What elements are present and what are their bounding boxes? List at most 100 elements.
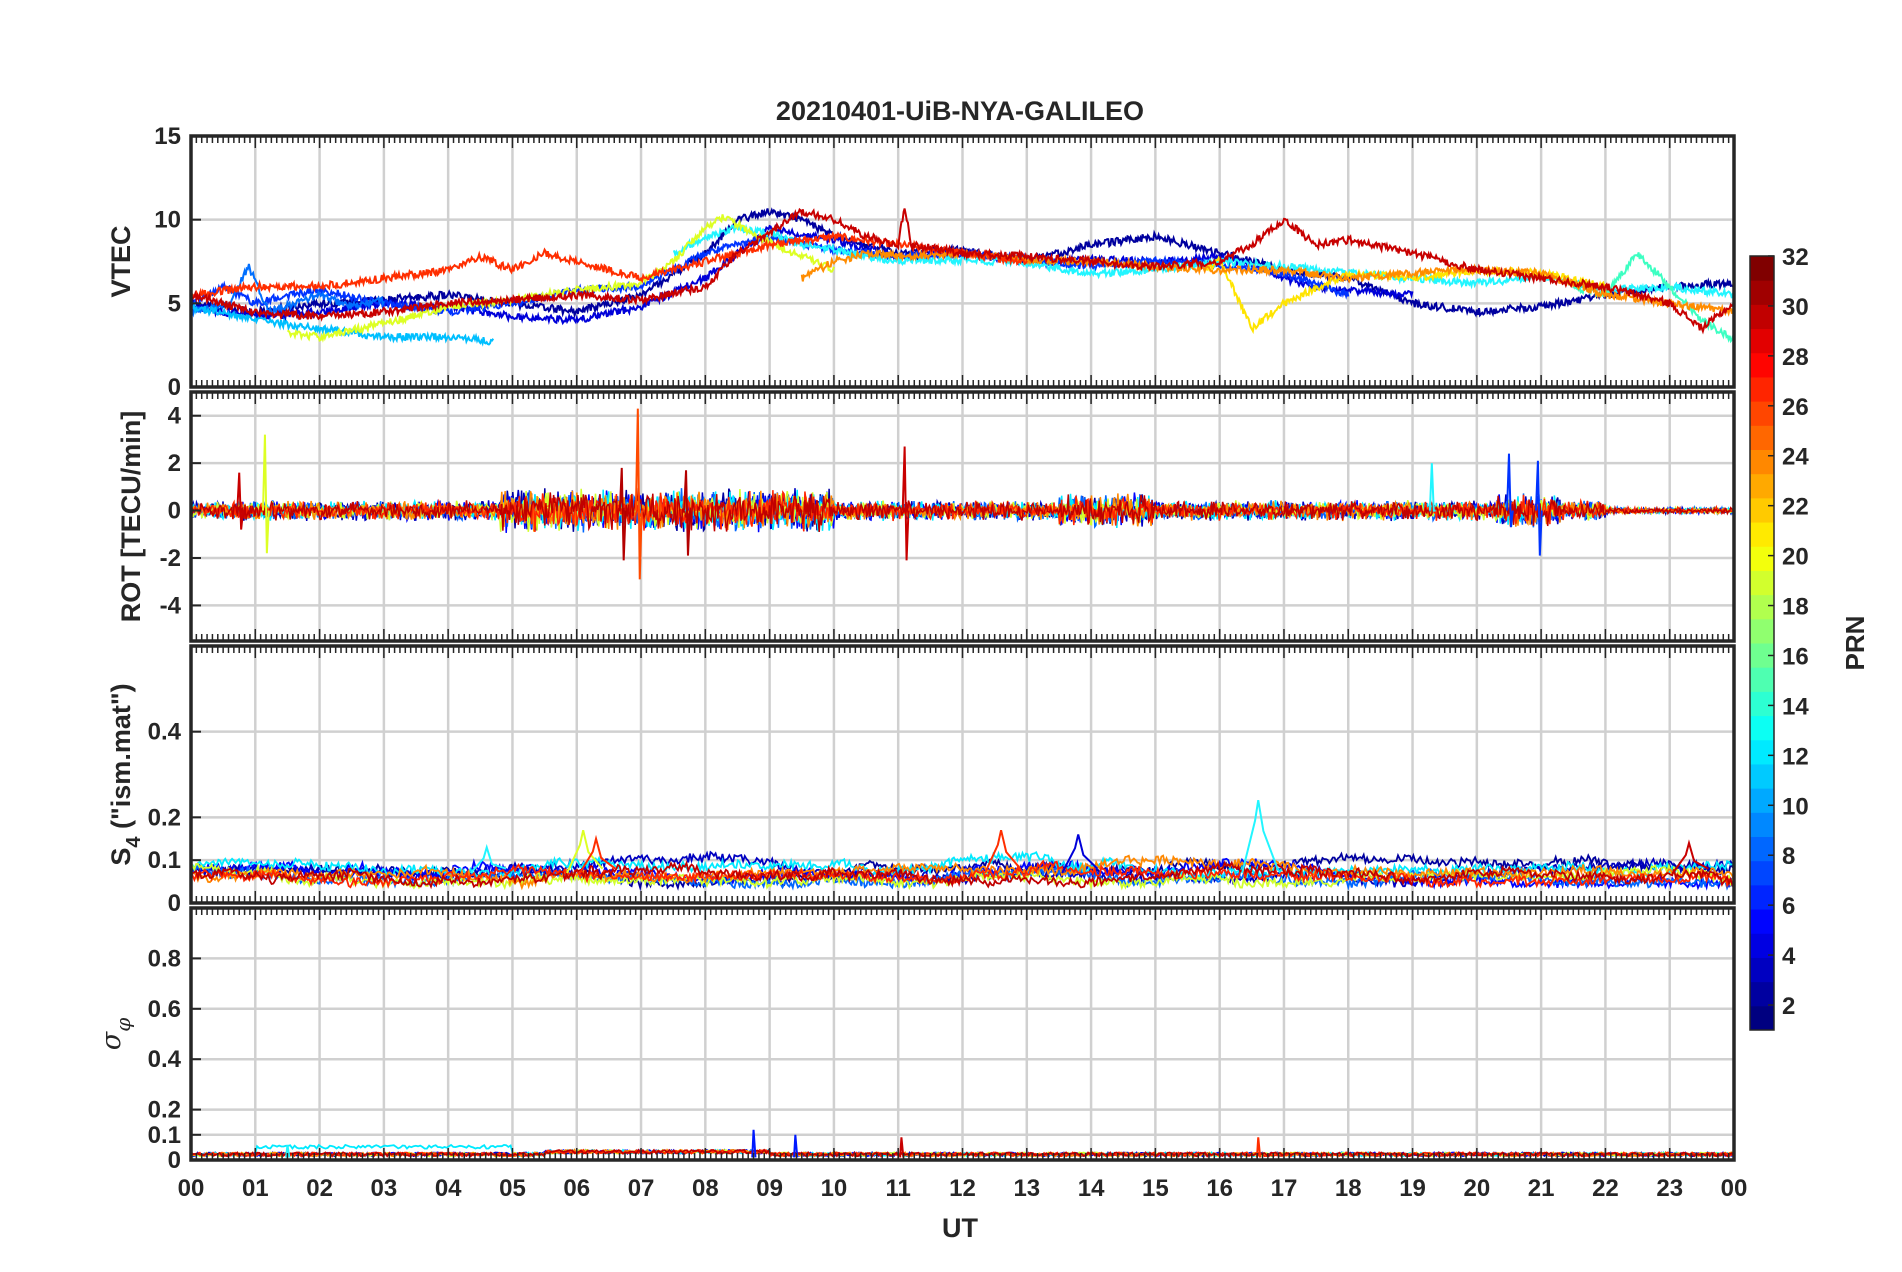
colorbar-swatch [1750,739,1774,765]
y-tick-label: -4 [160,592,182,619]
s4-peak [579,834,616,874]
y-tick-label: 0 [168,498,181,525]
panel-s4: 0 0.1 0.2 0.4S4 ("ism.mat") [106,644,1736,917]
data-layer [191,207,1734,347]
colorbar-swatches [1750,256,1774,1031]
colorbar-tick-label: 16 [1782,643,1809,670]
colorbar-swatch [1750,715,1774,741]
rot-spike [262,434,270,554]
colorbar-swatch [1750,304,1774,330]
x-tick-label: 16 [1206,1175,1233,1202]
s4-peak [469,843,507,874]
colorbar-tick-label: 32 [1782,244,1809,271]
y-tick-label: 0.2 [148,804,181,831]
vtec-series-prn-24 [800,247,1734,317]
y-tick-label: 2 [168,450,181,477]
x-tick-label: 23 [1656,1175,1683,1202]
colorbar-swatch [1750,812,1774,837]
x-tick-label: 01 [242,1175,269,1202]
x-tick-label: 03 [371,1175,398,1202]
x-axis-label: UT [942,1213,978,1243]
y-tick-label: 0.1 [148,1122,181,1149]
colorbar-label: PRN [1840,616,1870,671]
vtec-series-prn-27 [191,230,1028,301]
rot-spike [1428,463,1436,512]
colorbar-tick-label: 6 [1782,893,1795,920]
x-tick-label: 10 [821,1175,848,1202]
x-minor-ticks [190,908,1735,1160]
x-tick-label: 19 [1399,1175,1426,1202]
colorbar-swatch [1750,376,1774,402]
panel-vtec: 0 5 10 15 VTEC [106,123,1736,401]
colorbar-swatch [1750,618,1774,644]
s4-series-prn-24 [191,854,1734,891]
data-layer [191,800,1734,892]
colorbar-tick-label: 30 [1782,294,1809,321]
y-tick-label: -2 [160,545,181,572]
sigma-peak [899,1137,905,1158]
rot-spike [683,470,691,556]
colorbar-swatch [1750,522,1774,547]
colorbar-swatch [1750,280,1774,305]
x-tick-label: 00 [178,1175,205,1202]
vtec-series-prn-5 [191,232,1350,317]
s4-peak [1672,839,1709,874]
colorbar-tick-label: 12 [1782,743,1809,770]
data-layer [191,408,1734,580]
rot-spike [1534,460,1543,556]
x-tick-label: 07 [628,1175,655,1202]
y-tick-label: 0.6 [148,996,181,1023]
s4-peak [1061,834,1099,874]
colorbar-swatch [1750,957,1774,983]
colorbar-tick-label: 10 [1782,793,1809,820]
gridlines [191,646,1734,903]
x-tick-label: 05 [499,1175,526,1202]
colorbar-swatch [1750,594,1774,620]
x-tick-label: 21 [1528,1175,1555,1202]
s4-peak [984,829,1022,874]
x-tick-label: 13 [1013,1175,1040,1202]
y-tick-label: 0 [168,890,181,917]
y-tick-label: 0 [168,1147,181,1174]
y-tick-label: 0.2 [148,1097,181,1124]
s4-peak [566,829,604,874]
s4-series-prn-27 [191,859,1734,889]
colorbar-swatch [1750,497,1774,523]
y-axis-label-sigma_phi: σφ [96,1018,135,1050]
x-tick-label: 20 [1463,1175,1490,1202]
colorbar-swatch [1750,352,1774,378]
gridlines [191,908,1734,1160]
x-minor-ticks [190,646,1735,903]
colorbar-swatch [1750,933,1774,958]
colorbar-frame [1749,255,1775,1031]
y-tick-label: 0.8 [148,945,181,972]
y-axis-label-s4: S4 ("ism.mat") [106,683,145,865]
colorbar-tick-label: 24 [1782,444,1809,471]
x-tick-label: 17 [1271,1175,1298,1202]
sigma-peak [751,1129,757,1158]
sigma-peak [285,1144,291,1158]
colorbar-swatch [1750,401,1774,426]
colorbar-tick-label: 28 [1782,344,1809,371]
x-tick-label: 14 [1078,1175,1105,1202]
y-tick-label: 15 [154,123,181,150]
s4-series-prn-30 [191,860,1734,890]
colorbar-swatch [1750,256,1774,281]
y-tick-label: 0.4 [148,719,182,746]
colorbar-tick-label: 18 [1782,594,1809,621]
colorbar-tick-label: 14 [1782,693,1809,720]
colorbar-swatch [1750,909,1774,934]
rot-spike [634,408,643,580]
y-tick-label: 0 [168,374,181,401]
panel-rot: -4 -2 0 2 4 ROT [TECU/min] [116,390,1736,643]
x-tick-label: 08 [692,1175,719,1202]
colorbar-swatch [1750,667,1774,692]
colorbar-tick-label: 2 [1782,993,1795,1020]
y-axis-label-vtec: VTEC [106,225,136,297]
x-tick-label: 02 [306,1175,333,1202]
sigma-peak [793,1134,799,1158]
